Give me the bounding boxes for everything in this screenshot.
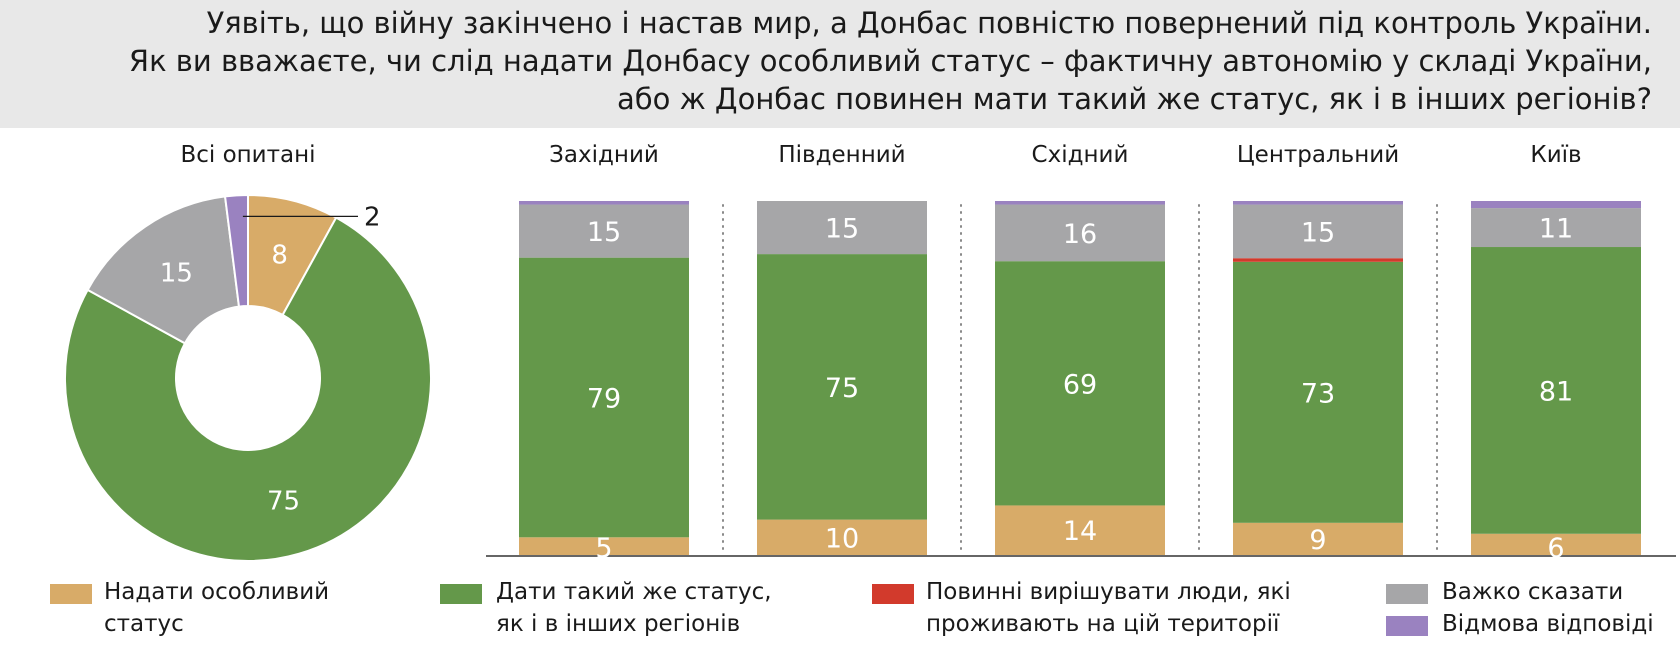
legend-label-special-1: Надати особливий [104,579,330,605]
bar-refusal-4 [1471,201,1641,209]
bar-hard-1 [757,201,927,255]
bar-label-hard-1: 15 [825,214,859,245]
chart-title-line-3: або ж Донбас повинен мати такий же стату… [616,82,1652,116]
bar-special-4 [1471,533,1641,555]
bar-same-3 [1233,261,1403,523]
category-label-0: Західний [549,142,659,168]
bar-label-hard-2: 16 [1063,219,1097,250]
bar-refusal-2 [995,201,1165,205]
category-label-4: Київ [1530,142,1581,168]
bar-same-4 [1471,247,1641,534]
bar-special-1 [757,519,927,555]
bar-label-same-1: 75 [825,373,859,404]
legend-label-hard: Важко сказати [1442,579,1624,605]
pie-label-special: 8 [271,241,288,271]
bar-same-0 [519,257,689,538]
bar-label-special-3: 9 [1309,525,1326,556]
bar-label-hard-3: 15 [1301,217,1335,248]
bar-label-hard-0: 15 [587,217,621,248]
bar-special-2 [995,505,1165,555]
bar-label-special-4: 6 [1547,533,1564,564]
legend-label-same-1: Дати такий же статус, [496,579,772,605]
legend-label-refusal: Відмова відповіді [1442,611,1654,637]
chart-title-line-1: Уявіть, що війну закінчено і настав мир,… [206,6,1652,40]
legend-swatch-refusal [1386,616,1428,636]
category-label-1: Південний [778,142,905,168]
legend-swatch-special [50,584,92,604]
bar-hard-2 [995,204,1165,262]
bar-label-same-3: 73 [1301,378,1335,409]
bar-refusal-0 [519,201,689,205]
legend-label-same-2: як і в інших регіонів [496,611,741,637]
bar-label-same-0: 79 [587,383,621,414]
pie-slice-hard [86,195,241,345]
bar-hard-3 [1233,204,1403,259]
bar-label-same-4: 81 [1539,376,1573,407]
pie-slice-refusal [223,193,249,308]
bar-hard-4 [1471,208,1641,248]
bar-special-3 [1233,522,1403,555]
legend-swatch-locals [872,584,914,604]
bar-special-0 [519,537,689,555]
legend-label-locals-1: Повинні вирішувати люди, які [926,579,1291,605]
pie-label-refusal: 2 [364,202,381,232]
bar-label-special-2: 14 [1063,516,1097,547]
pie-label-same: 75 [267,486,300,516]
pie-label-hard: 15 [160,259,193,289]
chart-title-line-2: Як ви вважаєте, чи слід надати Донбасу о… [128,44,1652,78]
legend-swatch-same [440,584,482,604]
bar-refusal-3 [1233,201,1403,205]
category-label-2: Східний [1032,142,1129,168]
title-banner: Уявіть, що війну закінчено і настав мир,… [0,0,1680,128]
category-label-3: Центральний [1237,142,1399,168]
legend-label-locals-2: проживають на цій території [926,611,1280,637]
bar-label-special-0: 5 [595,533,612,564]
legend-label-special-2: статус [104,611,184,637]
bar-locals-3 [1233,258,1403,262]
bar-label-hard-4: 11 [1539,214,1573,245]
legend-swatch-hard [1386,584,1428,604]
pie-title: Всі опитані [180,142,315,168]
bar-same-2 [995,261,1165,506]
bar-same-1 [757,254,927,520]
bar-label-same-2: 69 [1063,369,1097,400]
bar-hard-0 [519,204,689,258]
pie-slice-same [64,216,432,562]
bar-label-special-1: 10 [825,523,859,554]
